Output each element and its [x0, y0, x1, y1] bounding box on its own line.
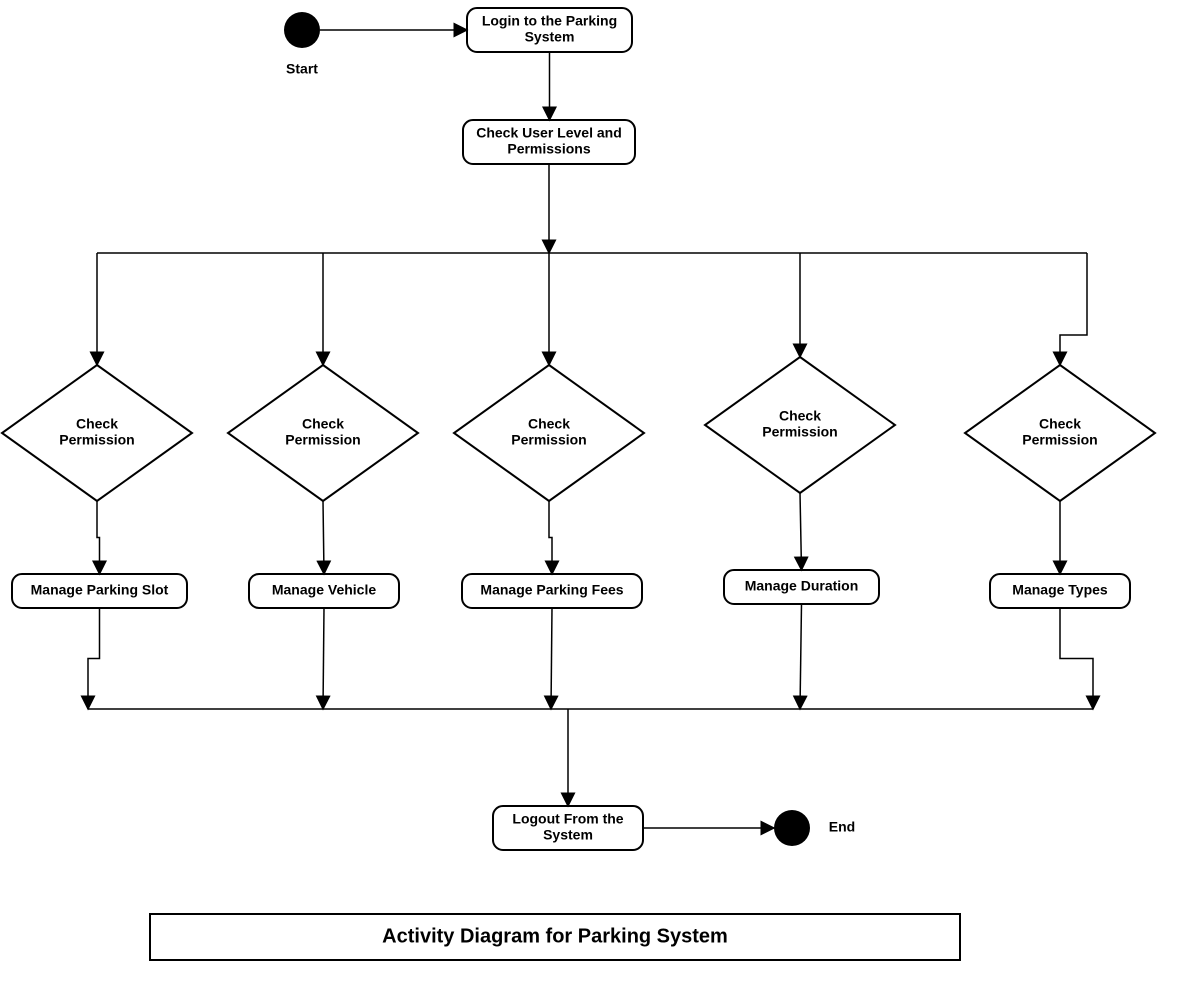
edge-d2-box	[549, 501, 552, 574]
decision-1-label: Permission	[285, 432, 360, 448]
start-node	[284, 12, 320, 48]
login-box-label: Login to the Parking	[482, 13, 617, 29]
decision-4-label: Permission	[1022, 432, 1097, 448]
check-permissions-box-label: Permissions	[507, 141, 590, 157]
check-permissions-box-label: Check User Level and	[476, 125, 622, 141]
end-node	[774, 810, 810, 846]
manage-parking-fees-box-label: Manage Parking Fees	[480, 582, 623, 598]
decision-0-label: Permission	[59, 432, 134, 448]
login-box-label: System	[525, 29, 575, 45]
decision-2-label: Check	[528, 416, 570, 432]
manage-parking-slot-box-label: Manage Parking Slot	[31, 582, 169, 598]
edge-d3-box	[800, 493, 802, 570]
edge-d1-box	[323, 501, 324, 574]
decision-0-label: Check	[76, 416, 118, 432]
manage-duration-box-label: Manage Duration	[745, 578, 859, 594]
edge-box2-join	[551, 608, 552, 709]
edge-box4-join	[1060, 608, 1093, 709]
decision-1-label: Check	[302, 416, 344, 432]
title-text: Activity Diagram for Parking System	[382, 925, 728, 947]
decision-3-label: Check	[779, 408, 821, 424]
logout-box-label: Logout From the	[512, 811, 623, 827]
decision-3-label: Permission	[762, 424, 837, 440]
end-label: End	[829, 819, 855, 835]
logout-box-label: System	[543, 827, 593, 843]
edge-d0-box	[97, 501, 100, 574]
manage-vehicle-box-label: Manage Vehicle	[272, 582, 376, 598]
edge-box3-join	[800, 604, 802, 709]
edge-box0-join	[88, 608, 100, 709]
decision-2-label: Permission	[511, 432, 586, 448]
start-label: Start	[286, 61, 318, 77]
edge-box1-join	[323, 608, 324, 709]
decision-4-label: Check	[1039, 416, 1081, 432]
edge-fork-d4	[1060, 253, 1087, 365]
manage-types-box-label: Manage Types	[1012, 582, 1108, 598]
